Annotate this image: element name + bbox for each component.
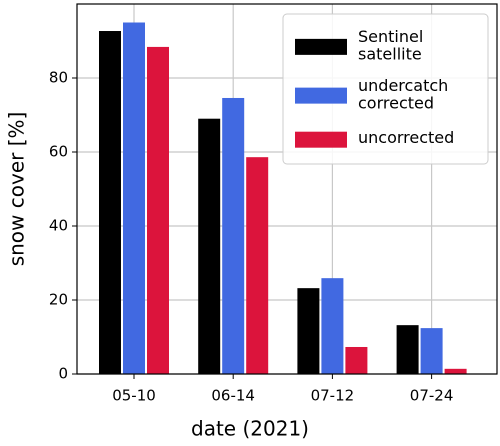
legend-swatch [295, 38, 347, 55]
bar [321, 278, 344, 374]
plot-frame [76, 3, 498, 375]
bars [99, 22, 467, 375]
y-axis-label: snow cover [%] [5, 112, 29, 267]
bar [444, 368, 467, 374]
bar [297, 288, 320, 374]
y-tick-label: 80 [49, 69, 68, 87]
y-tick-label: 60 [49, 143, 68, 161]
bar [396, 325, 419, 374]
legend-swatch [295, 131, 347, 148]
legend-label: undercatch corrected [358, 75, 448, 112]
bar [198, 118, 221, 374]
bar [420, 328, 443, 374]
x-tick-label: 05-10 [112, 387, 156, 405]
x-tick-label: 06-14 [211, 387, 255, 405]
x-tick-label: 07-12 [311, 387, 355, 405]
y-tick-label: 0 [58, 365, 68, 383]
bar [345, 346, 368, 374]
x-axis-label: date (2021) [191, 417, 309, 441]
bar [246, 157, 269, 374]
bar [222, 97, 245, 374]
legend-label: uncorrected [358, 128, 454, 147]
x-tick-label: 07-24 [410, 387, 454, 405]
bar [147, 46, 169, 375]
y-tick-label: 20 [49, 291, 68, 309]
legend-swatch [295, 87, 347, 104]
bar [123, 22, 145, 374]
legend-label: Sentinel satellite [358, 27, 423, 64]
bar [99, 31, 121, 374]
y-tick-label: 40 [49, 217, 68, 235]
